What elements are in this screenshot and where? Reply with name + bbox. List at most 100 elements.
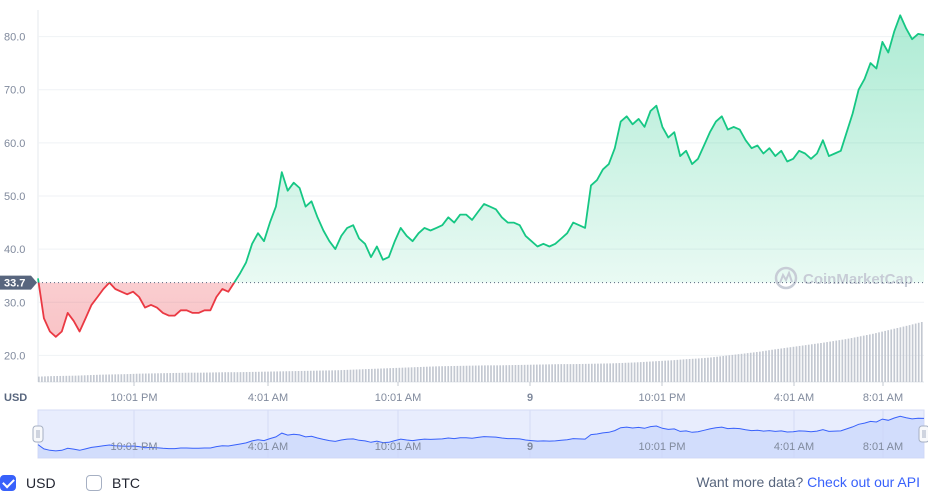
volume-bar — [392, 368, 395, 382]
volume-bar — [850, 338, 853, 382]
volume-bar — [597, 363, 599, 382]
reference-price-badge — [0, 275, 37, 290]
volume-bar — [899, 327, 902, 382]
navigator-right-handle[interactable] — [918, 425, 928, 443]
volume-bar — [279, 371, 282, 382]
volume-bar — [202, 372, 205, 382]
volume-bar — [844, 339, 847, 382]
volume-bar — [862, 335, 865, 382]
volume-bar — [526, 364, 529, 382]
volume-bar — [462, 365, 465, 382]
volume-bar — [160, 373, 162, 382]
api-promo-text: Want more data? — [696, 474, 804, 490]
volume-bar — [77, 375, 80, 382]
volume-bar — [316, 370, 318, 382]
volume-bar — [859, 336, 862, 382]
y-tick-label: 20.0 — [4, 350, 25, 362]
volume-bar — [312, 370, 315, 382]
x-tick-label: 10:01 AM — [375, 392, 421, 404]
volume-bar — [688, 358, 691, 382]
api-link[interactable]: Check out our API — [807, 474, 920, 490]
volume-bar — [694, 358, 697, 382]
volume-bar — [309, 370, 312, 382]
volume-bar — [187, 372, 190, 382]
volume-bar — [83, 375, 86, 382]
volume-bar — [175, 372, 178, 382]
volume-bar — [563, 364, 566, 382]
volume-bar — [47, 376, 49, 382]
volume-bar — [135, 373, 138, 382]
volume-bar — [358, 369, 361, 382]
volume-bar — [285, 371, 288, 382]
volume-bar — [154, 373, 156, 382]
volume-bar — [193, 372, 196, 382]
volume-bar — [917, 322, 920, 382]
volume-bar — [129, 373, 132, 382]
volume-bar — [539, 364, 541, 382]
volume-bar — [147, 373, 150, 382]
volume-bar — [364, 369, 367, 382]
x-tick-label: 10:01 PM — [110, 392, 157, 404]
volume-bar — [453, 365, 456, 382]
volume-bar — [869, 334, 871, 382]
volume-bars — [38, 322, 923, 382]
range-navigator[interactable]: 10:01 PM 4:01 AM 10:01 AM 9 10:01 PM 4:01 AM 8… — [32, 409, 928, 459]
volume-bar — [508, 365, 511, 382]
volume-bar — [639, 362, 642, 382]
btc-checkbox[interactable] — [86, 475, 102, 491]
volume-bar — [288, 371, 291, 382]
volume-bar — [645, 361, 648, 382]
volume-bar — [664, 360, 666, 382]
x-tick-label: 8:01 AM — [863, 392, 903, 404]
volume-bar — [132, 373, 135, 382]
volume-bar — [86, 375, 89, 382]
volume-bar — [267, 371, 269, 382]
volume-bar — [807, 344, 810, 382]
usd-checkbox[interactable] — [0, 475, 16, 491]
currency-axis-label: USD — [4, 392, 27, 404]
volume-bar — [814, 343, 816, 382]
volume-bar — [447, 366, 450, 382]
volume-bar — [740, 353, 743, 382]
check-icon — [1, 475, 15, 488]
volume-bar — [239, 372, 242, 382]
volume-bar — [71, 375, 74, 382]
volume-bar — [196, 372, 199, 382]
volume-bar — [166, 373, 168, 382]
volume-bar — [624, 362, 627, 382]
volume-bar — [355, 369, 358, 382]
volume-bar — [731, 354, 734, 382]
volume-bar — [633, 362, 636, 382]
navigator-left-handle[interactable] — [32, 425, 44, 443]
volume-bar — [847, 338, 850, 382]
volume-bar — [68, 375, 71, 382]
volume-bar — [340, 370, 343, 382]
volume-bar — [371, 368, 373, 382]
volume-bar — [404, 367, 407, 382]
volume-bar — [138, 373, 141, 382]
navigator-tick-label: 8:01 AM — [863, 441, 903, 453]
volume-bar — [887, 330, 890, 382]
volume-bar — [691, 358, 694, 382]
volume-bar — [184, 372, 187, 382]
volume-bar — [169, 373, 172, 382]
volume-bar — [209, 372, 211, 382]
y-tick-label: 30.0 — [4, 297, 25, 309]
volume-bar — [777, 348, 780, 382]
volume-bar — [41, 376, 43, 382]
legend-btc[interactable]: BTC — [86, 472, 140, 494]
volume-bar — [242, 372, 245, 382]
watermark-text: CoinMarketCap — [803, 271, 913, 288]
price-area-down — [38, 282, 235, 337]
volume-bar — [752, 352, 755, 382]
volume-bar — [707, 357, 709, 382]
volume-bar — [505, 365, 508, 382]
volume-bar — [50, 376, 52, 382]
volume-bar — [621, 362, 624, 382]
volume-bar — [551, 364, 553, 382]
volume-bar — [896, 328, 899, 382]
volume-bar — [801, 345, 804, 382]
navigator-tick-label: 4:01 AM — [248, 441, 288, 453]
legend-usd[interactable]: USD — [0, 472, 56, 494]
